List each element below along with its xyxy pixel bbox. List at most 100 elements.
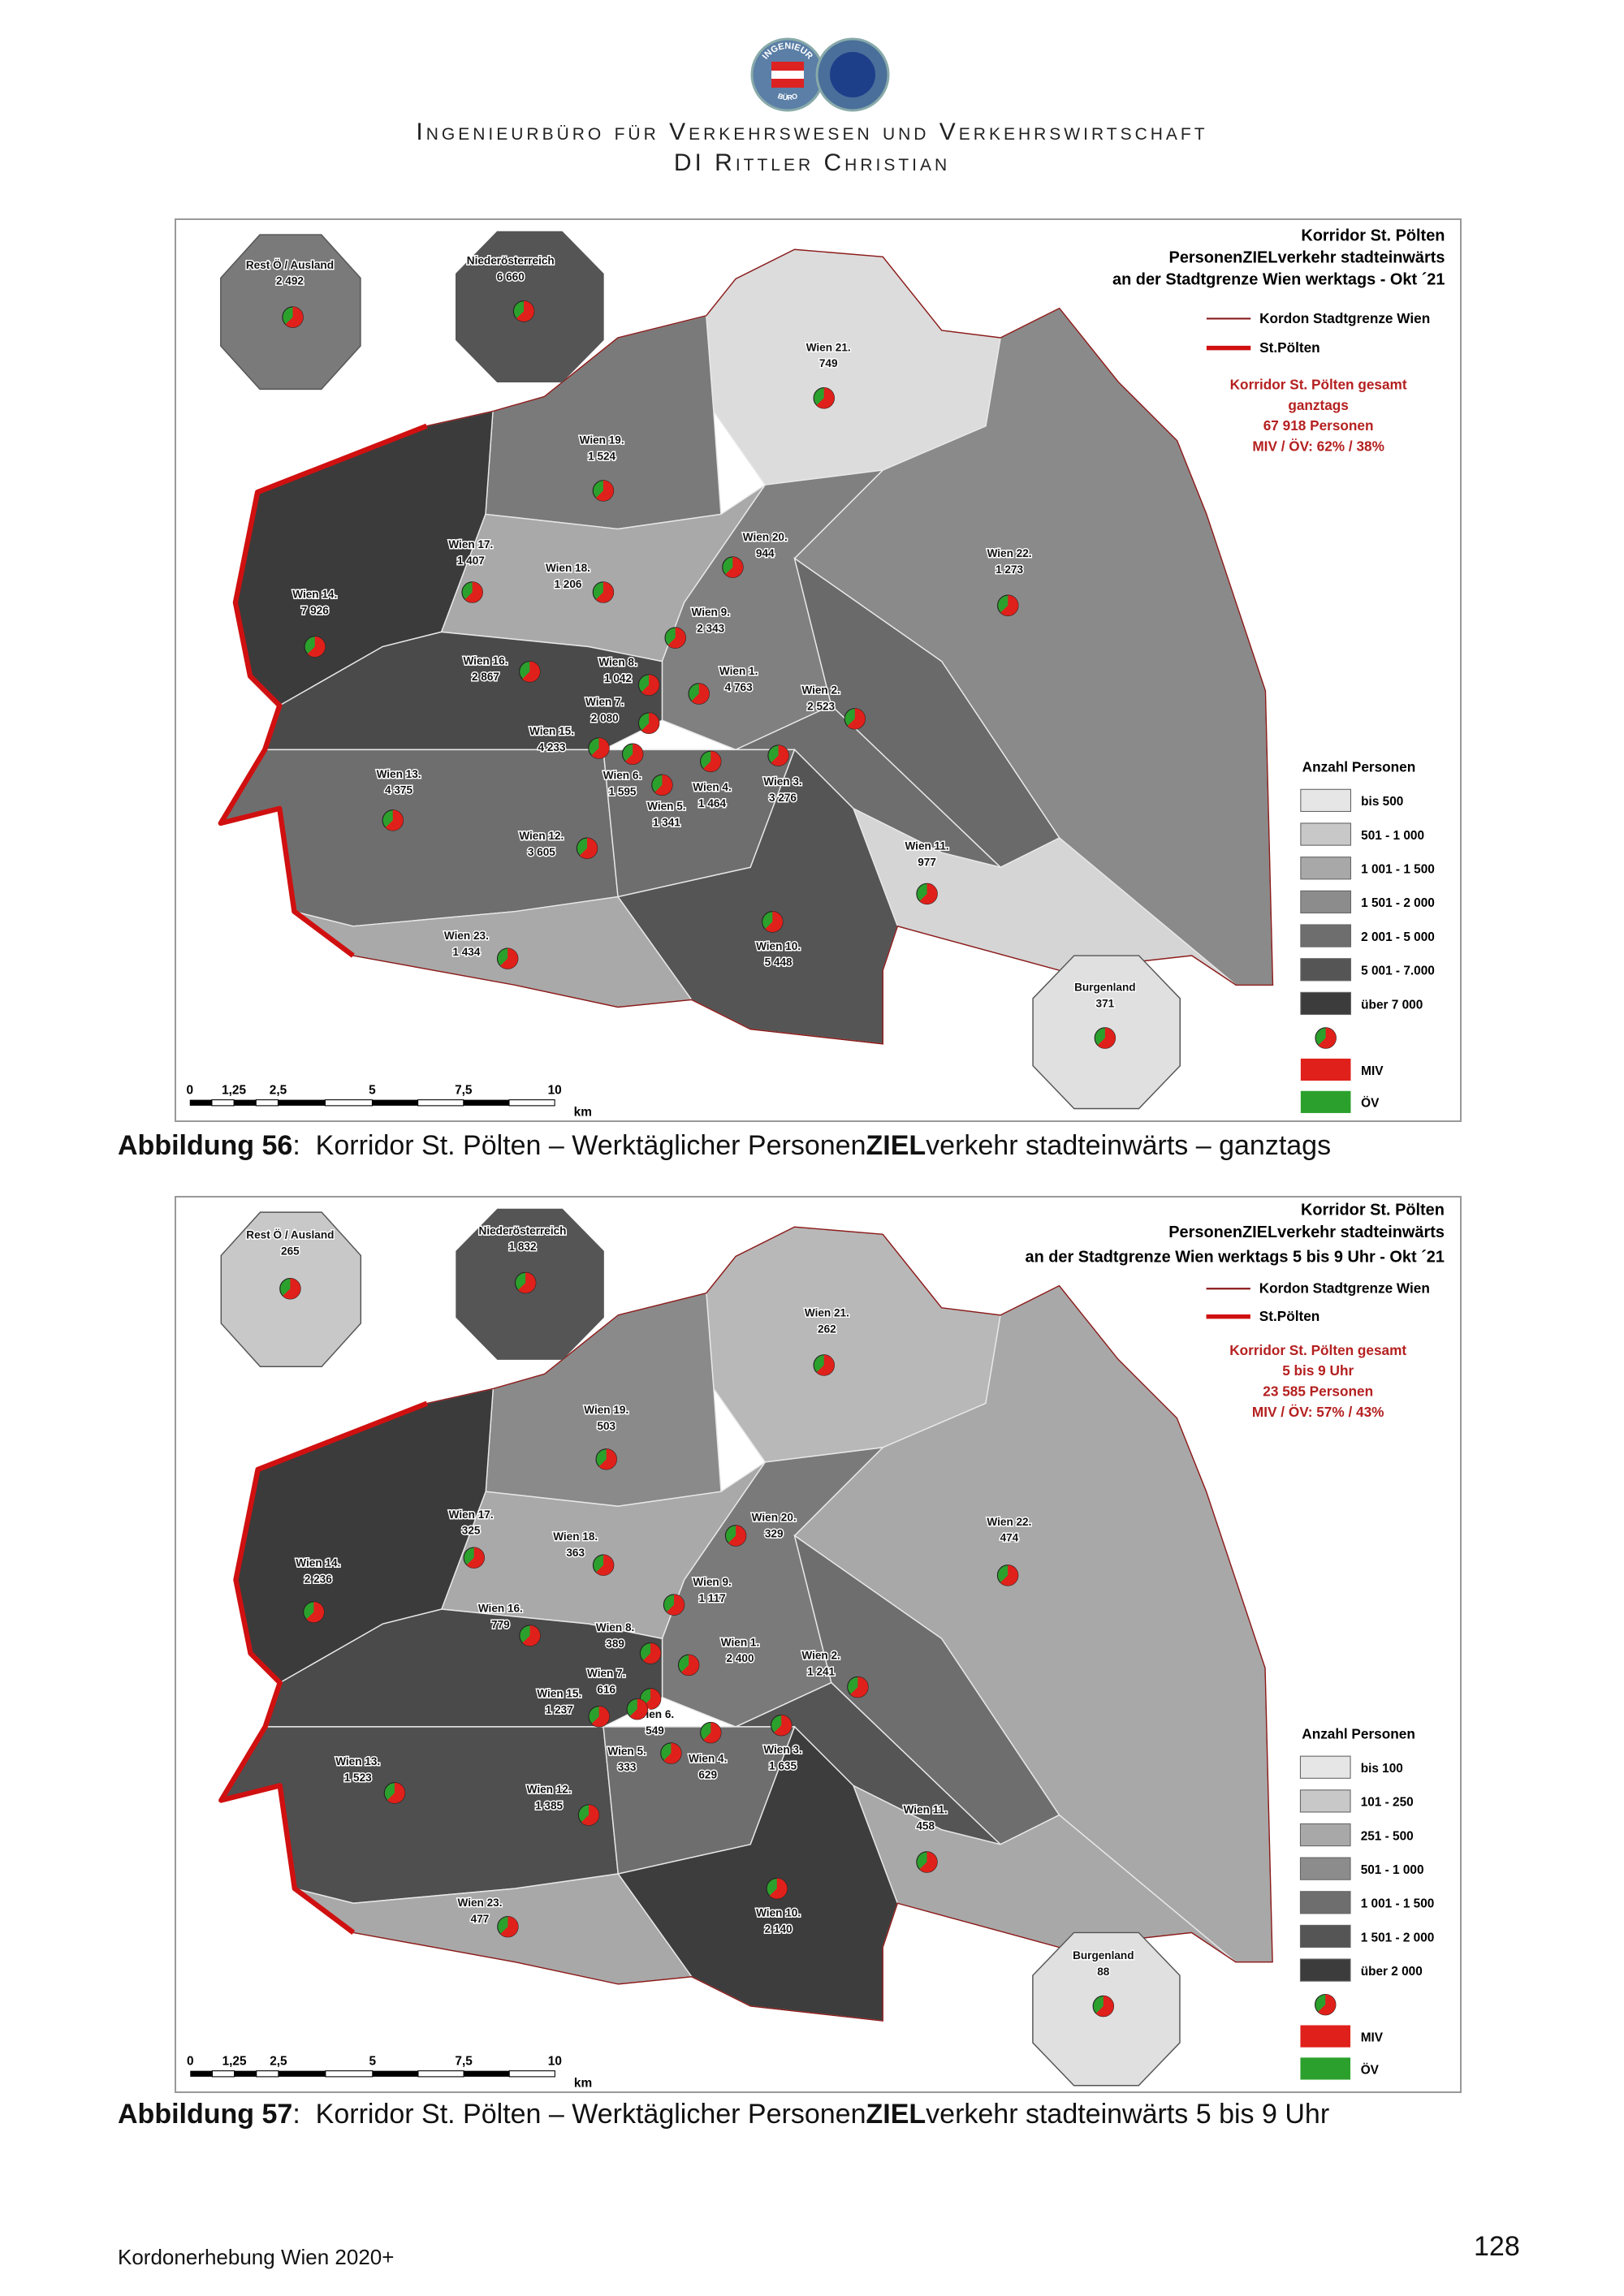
legend-swatch [1299,1891,1351,1914]
scale-bar [417,1099,464,1107]
scale-bar [508,2070,555,2078]
pie-symbol [664,627,686,649]
pie-symbol [844,708,866,730]
district-name: Wien 10. [756,940,801,952]
legend-class: 101 - 250 [1361,1796,1414,1810]
district-name: Wien 6. [603,770,641,782]
map-title: an der Stadtgrenze Wien werktags - Okt ´… [1112,271,1445,289]
pie-part [466,1547,485,1569]
pie-part [774,1715,792,1736]
scale-bar [417,2070,464,2078]
pie-symbol [621,743,644,766]
district-name: Wien 5. [607,1745,646,1757]
district-value: 1 434 [452,946,480,958]
legend-class: 1 001 - 1 500 [1361,863,1435,877]
pie-symbol [688,683,710,705]
district-name: Wien 11. [905,840,948,852]
caption-text: : Korridor St. Pölten – Werktäglicher Pe… [292,2099,866,2130]
district-name: Wien 14. [292,589,337,601]
district-name: Niederösterreich [479,1224,567,1236]
district-value: 1 832 [509,1241,537,1253]
district-name: Rest Ö / Ausland [246,259,334,271]
pie-symbol [722,556,744,578]
legend-label: MIV [1361,1064,1384,1078]
pie-symbol [279,1278,301,1300]
summary-text: Korridor St. Pölten gesamt [1229,1342,1406,1358]
pie-part [596,1555,614,1576]
district-value: 1 635 [769,1759,797,1772]
pie-part [663,1742,682,1764]
pie-symbol [496,947,519,969]
district-name: Wien 4. [693,781,731,793]
district-value: 1 407 [457,555,485,567]
map: Rest Ö / Ausland 2 492 Niederösterreich 6 6… [175,218,1462,1122]
district-value: 2 523 [807,700,835,712]
caption-text: verkehr stadteinwärts 5 bis 9 Uhr [926,2099,1330,2130]
footer-text: Kordonerhebung Wien 2020+ [118,2245,395,2269]
pie-symbol [497,1915,519,1938]
scale-bar [255,1099,279,1107]
pie-symbol [771,1714,793,1737]
district-name: Wien 3. [763,775,801,788]
district-name: Wien 8. [596,1621,634,1634]
logo: INGENIEUR BÜRO [750,37,890,112]
scale-bar [463,1099,509,1106]
pie-symbol [762,911,784,933]
scale-bar [324,1099,373,1107]
district-name: Wien 7. [585,696,624,708]
pie-symbol [997,594,1019,616]
caption-label: Abbildung 57 [118,2099,293,2130]
district-name: Wien 22. [987,547,1032,559]
caption: Abbildung 57: Korridor St. Pölten – Werk… [118,2099,1329,2130]
pie-part [591,1706,610,1727]
pie-part [500,1916,519,1937]
caption-emphasis: ZIEL [866,2099,926,2130]
pie-part [641,713,659,734]
pie-part [681,1655,699,1676]
district-name: Wien 2. [801,684,840,696]
pie-part [522,1625,541,1646]
district-area [219,1726,620,1904]
district-value: 749 [819,357,838,369]
pie-symbol [303,1601,325,1623]
pie-symbol [626,1698,648,1720]
legend-label: St.Pölten [1259,1308,1320,1324]
district-value: 4 763 [725,681,753,693]
scale-bar [278,1099,326,1106]
district-name: Wien 11. [904,1804,948,1816]
pie-symbol [663,1594,685,1616]
pie-part [654,775,673,796]
district-value: 503 [597,1420,615,1432]
legend-label: ÖV [1361,1097,1380,1111]
district-value: 1 237 [546,1704,573,1716]
district-name: Wien 3. [763,1744,801,1756]
pie-part [850,1677,869,1698]
scale-bar [278,2070,326,2077]
pie-part [500,947,518,969]
legend-swatch [1300,890,1352,914]
district-name: Wien 21. [806,341,851,353]
district-name: Wien 9. [693,1576,731,1588]
summary-text: 5 bis 9 Uhr [1282,1362,1354,1379]
scale-label: 0 [187,2054,194,2068]
district-value: 2 080 [591,712,619,724]
district-name: Wien 19. [580,434,624,446]
district-name: Wien 22. [987,1516,1031,1528]
district-name: Wien 18. [546,562,590,574]
district-value: 7 926 [301,605,329,617]
legend-swatch [1300,1090,1351,1113]
district-value: 1 464 [698,797,726,809]
summary-text: MIV / ÖV: 57% / 43% [1252,1404,1384,1420]
caption-text: : Korridor St. Pölten – Werktäglicher Pe… [292,1130,866,1161]
pie-symbol [588,1706,610,1728]
pie-part [703,751,721,772]
district-value: 1 341 [653,817,680,829]
summary-text: Korridor St. Pölten gesamt [1230,376,1407,392]
pie-part [643,1688,661,1710]
pie-part [765,911,784,933]
legend-class: 5 001 - 7.000 [1361,965,1435,978]
legend-swatch [1300,822,1352,846]
pie-part [919,883,938,904]
pie-part [579,838,598,859]
